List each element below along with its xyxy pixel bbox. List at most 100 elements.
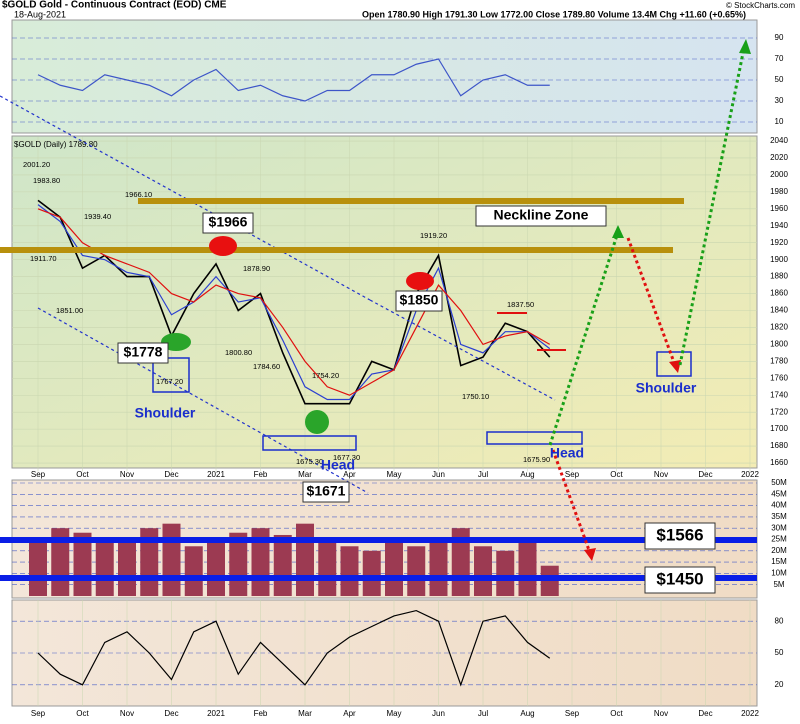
y-tick-label: 20 [775, 680, 784, 689]
x-tick-label: Nov [120, 709, 134, 718]
price-label: 1784.60 [253, 362, 280, 371]
x-tick-label: May [386, 709, 401, 718]
annotation: $1450 [656, 569, 703, 588]
line-series [37, 204, 551, 401]
x-tick-label: Jun [432, 709, 445, 718]
y-tick-label: 50M [771, 478, 787, 487]
annotation-box [475, 205, 607, 227]
bar [95, 537, 114, 596]
x-tick-label: Sep [31, 709, 46, 718]
price-label: 1754.20 [312, 371, 339, 380]
x-tick-label: Sep [31, 470, 46, 479]
x-tick-label: Mar [298, 709, 312, 718]
x-tick-label: 2022 [741, 709, 759, 718]
legend-title: $GOLD (Daily) 1789.80 [14, 140, 98, 149]
x-tick-label: 2021 [207, 470, 225, 479]
line-series [37, 199, 551, 405]
projection-arrow [626, 237, 677, 366]
y-tick-label: 80 [775, 616, 784, 625]
head-box [262, 435, 357, 451]
bar [29, 539, 47, 596]
price-label: 1878.90 [243, 264, 270, 273]
y-tick-label: 2000 [770, 170, 788, 179]
y-tick-label: 1880 [770, 272, 788, 281]
y-tick-label: 20M [771, 546, 787, 555]
line-series [37, 208, 551, 396]
y-tick-label: 1920 [770, 238, 788, 247]
y-tick-label: 25M [771, 535, 787, 544]
y-tick-label: 10 [775, 117, 784, 126]
annotation-box [202, 212, 254, 234]
y-tick-label: 1800 [770, 340, 788, 349]
annotation: $1966 [209, 214, 248, 230]
shoulder-box [656, 351, 692, 377]
x-tick-label: Nov [654, 709, 668, 718]
y-tick-label: 70 [775, 54, 784, 63]
projection-arrow [548, 231, 620, 446]
head-box [486, 431, 583, 445]
x-tick-label: Apr [343, 709, 356, 718]
overlays [0, 39, 757, 581]
symbol: $GOLD Gold - Continuous Contract (EOD) C… [2, 0, 227, 11]
credit: © StockCharts.com [726, 1, 795, 10]
y-tick-label: 50 [775, 75, 784, 84]
y-tick-label: 1660 [770, 458, 788, 467]
top-marker [209, 236, 237, 256]
rsi-panel [11, 19, 758, 134]
trend-line [369, 299, 556, 401]
x-tick-label: Dec [698, 709, 712, 718]
y-tick-label: 1820 [770, 323, 788, 332]
y-tick-label: 10M [771, 569, 787, 578]
x-tick-label: Dec [164, 709, 178, 718]
x-tick-label: Dec [698, 470, 712, 479]
x-tick-label: Feb [254, 470, 268, 479]
projection-arrow [551, 449, 592, 554]
line-series [37, 58, 550, 102]
price-label: 1919.20 [420, 231, 447, 240]
y-tick-label: 2020 [770, 153, 788, 162]
bar [429, 537, 448, 596]
bar [273, 534, 292, 596]
bar [362, 550, 381, 596]
bar [340, 546, 359, 596]
annotation-box [302, 481, 350, 503]
annotation: Shoulder [135, 405, 196, 421]
y-tick-label: 50 [775, 648, 784, 657]
price-label: 2001.20 [23, 160, 50, 169]
annotation-box [644, 522, 716, 550]
bar [296, 523, 314, 596]
x-tick-label: Aug [520, 470, 534, 479]
line-series [37, 609, 551, 687]
annotation: Head [550, 445, 584, 461]
annotation-box [644, 566, 716, 594]
y-tick-label: 1840 [770, 306, 788, 315]
bar [385, 541, 403, 596]
y-tick-label: 1960 [770, 204, 788, 213]
price-label: 1939.40 [84, 212, 111, 221]
date: 18-Aug-2021 [14, 9, 66, 19]
price-label: 1750.10 [462, 392, 489, 401]
y-tick-label: 1740 [770, 390, 788, 399]
x-tick-label: Mar [298, 470, 312, 479]
x-tick-label: Jun [432, 470, 445, 479]
y-tick-label: 2040 [770, 136, 788, 145]
x-tick-label: Nov [120, 470, 134, 479]
bar [318, 537, 337, 596]
x-tick-label: Oct [76, 470, 89, 479]
y-tick-label: 1940 [770, 221, 788, 230]
price-label: 1837.50 [507, 300, 534, 309]
y-tick-label: 35M [771, 512, 787, 521]
y-tick-label: 1680 [770, 441, 788, 450]
price-label: 1911.70 [30, 254, 57, 263]
x-tick-label: Aug [520, 709, 534, 718]
y-tick-label: 40M [771, 501, 787, 510]
price-panel [11, 135, 758, 469]
bottom-marker [305, 410, 329, 434]
y-tick-label: 1720 [770, 407, 788, 416]
x-tick-label: Apr [343, 470, 356, 479]
x-tick-label: 2021 [207, 709, 225, 718]
y-tick-label: 5M [773, 580, 784, 589]
annotation: Head [321, 457, 355, 473]
annotation-box [117, 342, 169, 364]
